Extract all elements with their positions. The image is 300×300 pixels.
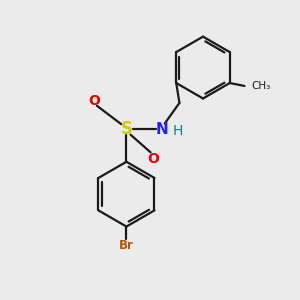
Text: CH₃: CH₃: [251, 81, 271, 91]
Text: S: S: [120, 120, 132, 138]
Text: O: O: [88, 94, 100, 107]
Text: N: N: [155, 122, 168, 137]
Text: O: O: [147, 152, 159, 166]
Text: H: H: [173, 124, 183, 138]
Text: Br: Br: [119, 239, 134, 252]
